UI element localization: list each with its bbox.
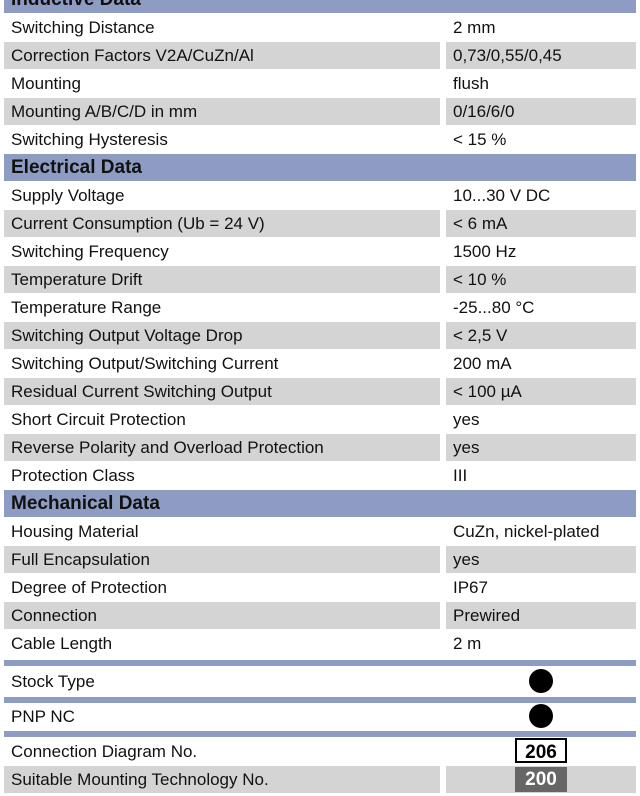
- row-label: Supply Voltage: [11, 186, 125, 205]
- row-value: yes: [446, 546, 636, 573]
- row-value: 10...30 V DC: [453, 186, 551, 205]
- row-label: Degree of Protection: [11, 578, 167, 597]
- diagram-number: 206: [515, 738, 567, 763]
- separator: [4, 731, 636, 737]
- row-label: Reverse Polarity and Overload Protection: [4, 434, 440, 461]
- row-label: Switching Output Voltage Drop: [4, 322, 440, 349]
- row-label: Stock Type: [11, 672, 95, 691]
- row-label: Switching Frequency: [11, 242, 169, 261]
- row-label: Housing Material: [11, 522, 139, 541]
- row-label: Connection: [4, 602, 440, 629]
- separator: [4, 697, 636, 703]
- row-label: Temperature Drift: [4, 266, 440, 293]
- row-value: III: [453, 466, 468, 485]
- row-label: Switching Hysteresis: [11, 130, 168, 149]
- row-label: Connection Diagram No.: [11, 742, 198, 761]
- row-label: Switching Distance: [11, 18, 155, 37]
- row-label: Residual Current Switching Output: [4, 378, 440, 405]
- row-value: < 15 %: [453, 130, 507, 149]
- row-label: Switching Output/Switching Current: [11, 354, 279, 373]
- row-value: 1500 Hz: [453, 242, 517, 261]
- row-value: -25...80 °C: [453, 298, 535, 317]
- row-value: < 6 mA: [446, 210, 636, 237]
- row-value: 0,73/0,55/0,45: [446, 42, 636, 69]
- mounting-number: 200: [515, 767, 567, 792]
- row-value: < 10 %: [446, 266, 636, 293]
- row-label: Full Encapsulation: [4, 546, 440, 573]
- row-label: Mounting A/B/C/D in mm: [4, 98, 440, 125]
- row-label: Mounting: [11, 74, 81, 93]
- row-value: 2 mm: [453, 18, 496, 37]
- row-value: < 2,5 V: [446, 322, 636, 349]
- row-value: CuZn, nickel-plated: [453, 522, 600, 541]
- row-label: Correction Factors V2A/CuZn/Al: [4, 42, 440, 69]
- row-value: < 100 µA: [446, 378, 636, 405]
- indicator-dot: [529, 704, 553, 728]
- section-header: Electrical Data: [4, 154, 636, 181]
- row-value: 0/16/6/0: [446, 98, 636, 125]
- row-value: flush: [453, 74, 489, 93]
- row-value: 200 mA: [453, 354, 512, 373]
- row-label: Cable Length: [11, 634, 113, 653]
- indicator-dot: [529, 669, 553, 693]
- row-value: IP67: [453, 578, 488, 597]
- separator: [4, 660, 636, 666]
- row-value: yes: [446, 434, 636, 461]
- row-value: 2 m: [453, 634, 482, 653]
- row-value: Prewired: [446, 602, 636, 629]
- section-header: Inductive Data: [4, 0, 636, 13]
- row-label: Suitable Mounting Technology No.: [4, 766, 440, 793]
- section-header: Mechanical Data: [4, 490, 636, 517]
- row-label: PNP NC: [11, 707, 75, 726]
- row-label: Short Circuit Protection: [11, 410, 186, 429]
- row-label: Temperature Range: [11, 298, 162, 317]
- row-label: Current Consumption (Ub = 24 V): [4, 210, 440, 237]
- row-label: Protection Class: [11, 466, 135, 485]
- row-value: yes: [453, 410, 480, 429]
